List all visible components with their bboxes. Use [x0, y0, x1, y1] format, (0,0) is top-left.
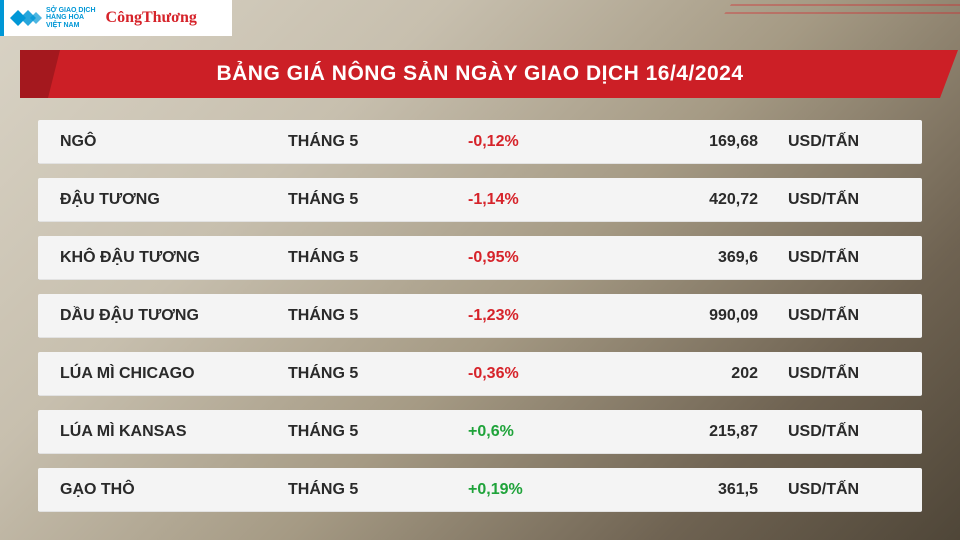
cell-month: THÁNG 5	[278, 133, 458, 151]
cell-change: +0,6%	[458, 423, 608, 441]
cell-unit: USD/TẤN	[778, 191, 922, 209]
cell-change: +0,19%	[458, 481, 608, 499]
table-row: GẠO THÔ THÁNG 5 +0,19% 361,5 USD/TẤN	[38, 468, 922, 512]
cell-price: 369,6	[608, 249, 778, 267]
cell-unit: USD/TẤN	[778, 307, 922, 325]
cell-price: 215,87	[608, 423, 778, 441]
mxv-org-text: SỞ GIAO DỊCH HÀNG HÓA VIỆT NAM	[46, 7, 96, 29]
cell-month: THÁNG 5	[278, 423, 458, 441]
table-row: NGÔ THÁNG 5 -0,12% 169,68 USD/TẤN	[38, 120, 922, 164]
price-table: NGÔ THÁNG 5 -0,12% 169,68 USD/TẤN ĐẬU TƯ…	[38, 120, 922, 526]
table-row: DẦU ĐẬU TƯƠNG THÁNG 5 -1,23% 990,09 USD/…	[38, 294, 922, 338]
cell-price: 420,72	[608, 191, 778, 209]
cell-price: 361,5	[608, 481, 778, 499]
cell-change: -0,36%	[458, 365, 608, 383]
cell-commodity: ĐẬU TƯƠNG	[38, 191, 278, 209]
title-banner: BẢNG GIÁ NÔNG SẢN NGÀY GIAO DỊCH 16/4/20…	[20, 50, 940, 98]
title-banner-bg: BẢNG GIÁ NÔNG SẢN NGÀY GIAO DỊCH 16/4/20…	[20, 50, 940, 98]
cell-month: THÁNG 5	[278, 307, 458, 325]
table-row: LÚA MÌ CHICAGO THÁNG 5 -0,36% 202 USD/TẤ…	[38, 352, 922, 396]
cell-unit: USD/TẤN	[778, 133, 922, 151]
cell-month: THÁNG 5	[278, 191, 458, 209]
cell-price: 169,68	[608, 133, 778, 151]
cell-change: -1,14%	[458, 191, 608, 209]
cell-price: 990,09	[608, 307, 778, 325]
table-row: ĐẬU TƯƠNG THÁNG 5 -1,14% 420,72 USD/TẤN	[38, 178, 922, 222]
mxv-org-line3: VIỆT NAM	[46, 22, 96, 29]
page-title: BẢNG GIÁ NÔNG SẢN NGÀY GIAO DỊCH 16/4/20…	[216, 62, 743, 86]
cell-unit: USD/TẤN	[778, 249, 922, 267]
cell-commodity: DẦU ĐẬU TƯƠNG	[38, 307, 278, 325]
congthuong-logo: CôngThương	[106, 9, 197, 27]
cell-commodity: KHÔ ĐẬU TƯƠNG	[38, 249, 278, 267]
cell-change: -0,12%	[458, 133, 608, 151]
cell-commodity: LÚA MÌ CHICAGO	[38, 365, 278, 383]
mxv-org-line2: HÀNG HÓA	[46, 14, 96, 21]
mxv-icon	[8, 7, 42, 29]
cell-unit: USD/TẤN	[778, 423, 922, 441]
cell-month: THÁNG 5	[278, 365, 458, 383]
cell-commodity: NGÔ	[38, 133, 278, 151]
cell-change: -1,23%	[458, 307, 608, 325]
logo-accent-bar	[0, 0, 4, 36]
logo-strip: SỞ GIAO DỊCH HÀNG HÓA VIỆT NAM CôngThươn…	[0, 0, 232, 36]
cell-commodity: LÚA MÌ KANSAS	[38, 423, 278, 441]
cell-price: 202	[608, 365, 778, 383]
cell-change: -0,95%	[458, 249, 608, 267]
cell-unit: USD/TẤN	[778, 365, 922, 383]
mxv-logo: SỞ GIAO DỊCH HÀNG HÓA VIỆT NAM	[8, 7, 96, 29]
cell-month: THÁNG 5	[278, 481, 458, 499]
stage: SỞ GIAO DỊCH HÀNG HÓA VIỆT NAM CôngThươn…	[0, 0, 960, 540]
cell-commodity: GẠO THÔ	[38, 481, 278, 499]
table-row: LÚA MÌ KANSAS THÁNG 5 +0,6% 215,87 USD/T…	[38, 410, 922, 454]
cell-month: THÁNG 5	[278, 249, 458, 267]
cell-unit: USD/TẤN	[778, 481, 922, 499]
table-row: KHÔ ĐẬU TƯƠNG THÁNG 5 -0,95% 369,6 USD/T…	[38, 236, 922, 280]
